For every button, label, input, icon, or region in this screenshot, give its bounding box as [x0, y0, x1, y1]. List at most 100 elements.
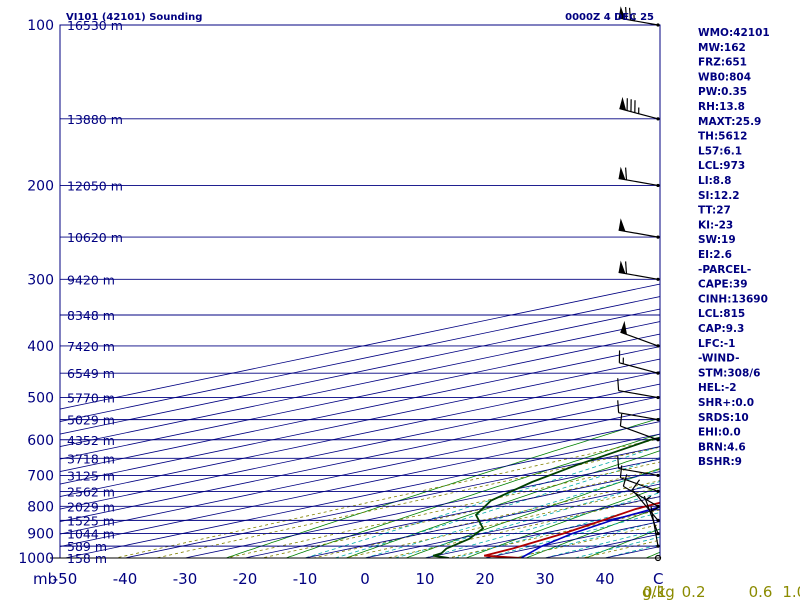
barb-full: [617, 378, 620, 391]
isotherm: [60, 408, 660, 535]
barb-staff: [618, 390, 659, 399]
index-value: SHR+:0.0: [698, 397, 754, 409]
barb-staff: [618, 177, 659, 187]
index-value: TH:5612: [698, 131, 747, 143]
index-value: EHI:0.0: [698, 427, 741, 439]
index-value: BSHR:9: [698, 456, 742, 468]
grid-lines: [60, 25, 660, 558]
barb-staff: [620, 425, 659, 441]
barb-full: [617, 400, 620, 413]
height-label: 8348 m: [67, 308, 115, 323]
barb-staff: [643, 495, 659, 534]
barb-station-dot: [656, 489, 660, 494]
pressure-tick-label: 300: [27, 272, 54, 288]
wind-barb: [618, 218, 660, 239]
index-value: HEL:-2: [698, 382, 737, 394]
dewpoint-trace: [432, 436, 660, 558]
index-value: FRZ:651: [698, 57, 747, 69]
index-value: CAPE:39: [698, 279, 748, 291]
barb-flag: [618, 6, 626, 20]
height-label: 589 m: [67, 539, 107, 554]
index-value: CINH:13690: [698, 293, 768, 305]
temperature-tick-label: 0: [360, 570, 370, 588]
wind-barb: [619, 413, 660, 442]
height-label: 5770 m: [67, 391, 115, 406]
index-value: STM:308/6: [698, 367, 760, 379]
barb-station-dot: [656, 473, 660, 478]
index-value: MW:162: [698, 42, 746, 54]
wind-barb: [617, 456, 660, 478]
isotherm: [60, 383, 660, 510]
barb-station-dot: [656, 418, 660, 422]
height-label: 6549 m: [67, 366, 115, 381]
barb-staff: [620, 477, 659, 492]
barb-station-dot: [656, 183, 660, 188]
index-value: SW:19: [698, 234, 736, 246]
temperature-tick-label: 10: [415, 570, 434, 588]
calm-wind-circle: [654, 554, 662, 562]
barb-staff: [618, 467, 659, 477]
mixing-ratio-unit-label: g/kg: [642, 583, 675, 600]
isotherm: [184, 458, 660, 558]
height-label: 13880 m: [67, 112, 123, 127]
wind-barb: [619, 465, 660, 494]
pressure-tick-label: 600: [27, 433, 54, 449]
pressure-tick-label: 700: [27, 468, 54, 484]
temperature-trace: [483, 501, 660, 558]
mixing-ratio-tick-label: 0.1: [643, 583, 667, 600]
wind-barb: [617, 400, 660, 422]
index-value: WB0:804: [698, 71, 751, 83]
temperature-tick-label: 20: [475, 570, 494, 588]
chart-datetime: 0000Z 4 DEC 25: [565, 12, 654, 23]
index-value: L57:6.1: [698, 145, 742, 157]
mixing-ratio-line: [582, 539, 660, 558]
barb-station-dot: [656, 438, 660, 442]
index-value: -PARCEL-: [698, 264, 751, 276]
index-value: BRN:4.6: [698, 441, 746, 453]
barb-station-dot: [656, 371, 660, 375]
chart-title: VI101 (42101) Sounding: [66, 12, 202, 23]
index-value: CAP:9.3: [698, 323, 744, 335]
index-value: WMO:42101: [698, 27, 770, 39]
isotherm: [60, 346, 660, 472]
mixing-ratio-tick-label: 0.6: [749, 583, 773, 600]
barb-station-dot: [656, 23, 660, 27]
temperature-tick-label: -30: [173, 570, 198, 588]
index-value: MAXT:25.9: [698, 116, 761, 128]
height-label: 158 m: [67, 551, 107, 566]
pressure-tick-label: 100: [27, 18, 54, 34]
index-value: LI:8.8: [698, 175, 731, 187]
barb-full: [619, 465, 623, 478]
barb-full: [622, 474, 628, 487]
barb-station-dot: [656, 277, 660, 281]
pressure-tick-label: 400: [27, 339, 54, 355]
barb-full: [619, 413, 623, 427]
barb-station-dot: [656, 504, 660, 508]
mixing-ratio-tick-label: 0.2: [682, 583, 706, 600]
height-label: 5029 m: [67, 413, 115, 428]
index-value: LCL:973: [698, 160, 745, 172]
wind-barb: [617, 378, 660, 400]
barb-station-dot: [656, 235, 660, 239]
pressure-tick-label: 900: [27, 527, 54, 543]
temperature-tick-label: -20: [233, 570, 258, 588]
barb-flag: [618, 218, 626, 232]
parcel-trace: [520, 506, 660, 558]
index-value: TT:27: [698, 205, 731, 217]
height-label: 4352 m: [67, 433, 115, 448]
barb-staff: [618, 412, 659, 421]
barb-staff: [631, 489, 659, 521]
barb-staff: [620, 331, 659, 347]
isotherm: [60, 283, 660, 410]
mixing-ratio-line: [448, 509, 660, 558]
barb-flag: [620, 320, 627, 335]
wind-barb: [631, 479, 660, 522]
height-label: 2562 m: [67, 484, 115, 499]
barb-station-dot: [656, 117, 660, 121]
wind-barb: [654, 554, 662, 562]
barb-staff: [623, 485, 659, 507]
height-label: 3718 m: [67, 451, 115, 466]
barb-station-dot: [656, 395, 660, 400]
barb-flag: [618, 166, 626, 180]
